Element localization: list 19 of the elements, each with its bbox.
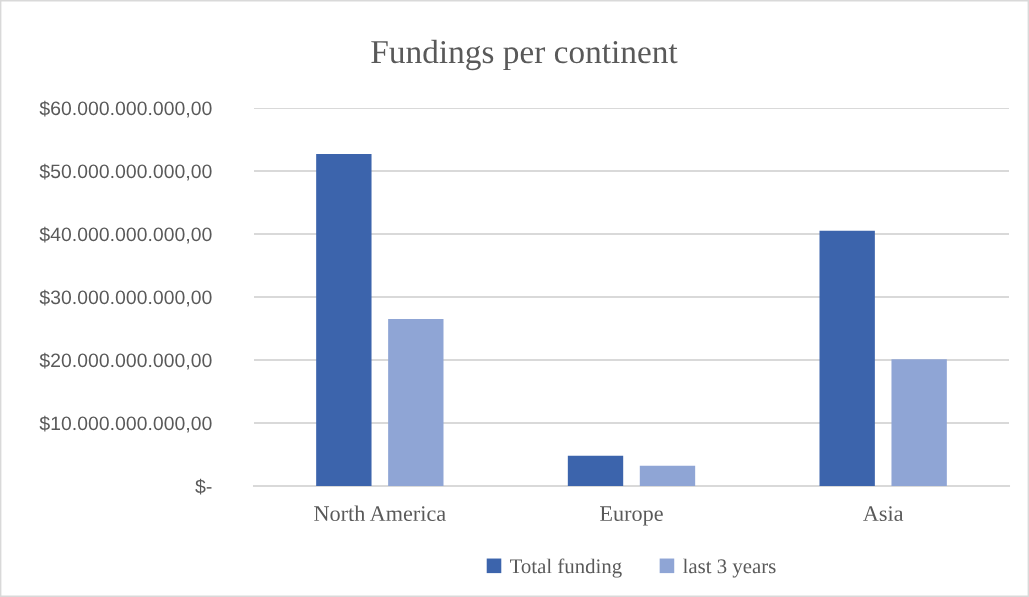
legend-label: last 3 years <box>682 558 776 578</box>
x-tick-label: Europe <box>600 506 663 526</box>
x-tick-label: Asia <box>863 506 904 522</box>
bar <box>891 359 947 486</box>
y-tick-label: $40.000.000.000,00 <box>39 226 212 244</box>
y-tick-label: $10.000.000.000,00 <box>39 415 212 433</box>
legend-label: Total funding <box>510 558 622 578</box>
y-tick-label: $50.000.000.000,00 <box>39 163 212 181</box>
bar <box>388 319 444 486</box>
y-tick-label: $30.000.000.000,00 <box>39 289 212 307</box>
bar <box>819 230 875 486</box>
chart-title: Fundings per continent <box>371 39 678 71</box>
bar <box>639 465 696 486</box>
y-tick-label: $60.000.000.000,00 <box>39 100 212 118</box>
bar <box>316 153 372 486</box>
bar <box>567 455 624 486</box>
x-tick-label: North America <box>314 505 446 522</box>
y-tick-label: $- <box>195 478 212 495</box>
y-tick-label: $20.000.000.000,00 <box>39 352 212 370</box>
